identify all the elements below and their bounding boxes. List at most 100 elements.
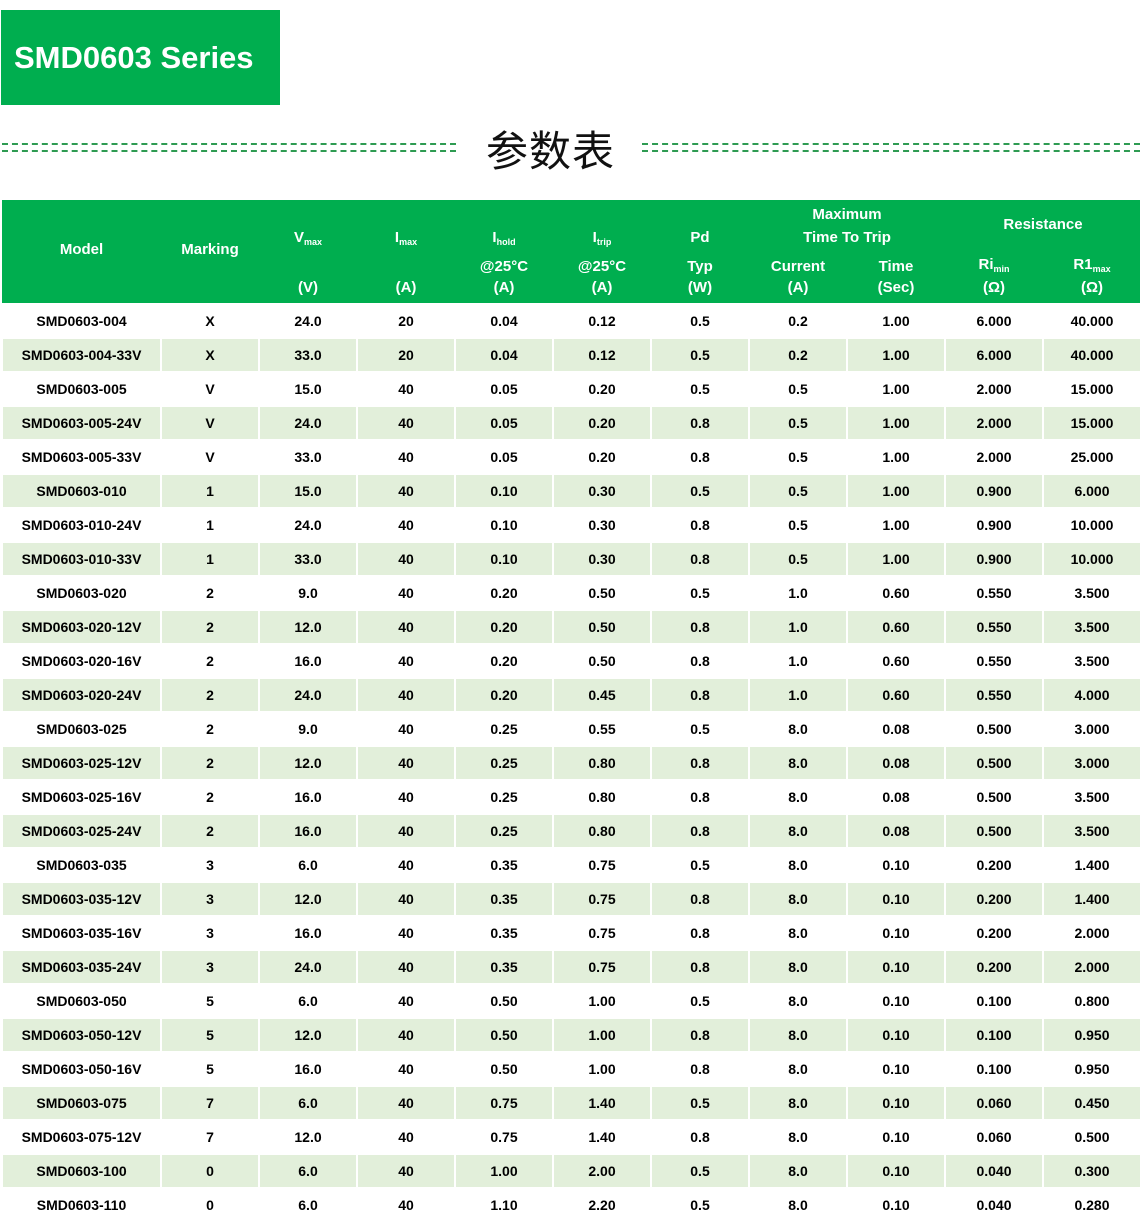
cell-trip-time: 1.00 xyxy=(846,405,946,441)
table-row: SMD0603-010-24V 1 24.0 40 0.10 0.30 0.8 0.5 1.00… xyxy=(1,507,1140,543)
cell-itrip: 1.40 xyxy=(552,1085,652,1121)
cell-itrip: 0.50 xyxy=(552,609,652,645)
cell-pd: 0.5 xyxy=(650,1085,750,1121)
cell-trip-current: 8.0 xyxy=(748,1187,848,1223)
cell-marking: 0 xyxy=(160,1153,260,1189)
cell-itrip: 0.30 xyxy=(552,541,652,577)
cell-vmax: 9.0 xyxy=(258,575,358,611)
cell-marking: 2 xyxy=(160,643,260,679)
cell-model: SMD0603-050-12V xyxy=(1,1017,162,1053)
cell-ri-min: 0.550 xyxy=(944,609,1044,645)
cell-marking: 2 xyxy=(160,711,260,747)
cell-trip-time: 0.10 xyxy=(846,949,946,985)
cell-itrip: 1.40 xyxy=(552,1119,652,1155)
cell-trip-time: 1.00 xyxy=(846,541,946,577)
cell-trip-current: 8.0 xyxy=(748,1085,848,1121)
header-imax-label: Imax xyxy=(394,229,418,247)
table-row: SMD0603-020-24V 2 24.0 40 0.20 0.45 0.8 1.0 0.60… xyxy=(1,677,1140,713)
cell-imax: 40 xyxy=(356,371,456,407)
cell-itrip: 0.50 xyxy=(552,643,652,679)
cell-ihold: 0.50 xyxy=(454,1017,554,1053)
cell-r1-max: 0.500 xyxy=(1042,1119,1140,1155)
cell-trip-current: 8.0 xyxy=(748,745,848,781)
cell-trip-time: 0.10 xyxy=(846,1085,946,1121)
cell-trip-current: 8.0 xyxy=(748,915,848,951)
cell-trip-time: 0.08 xyxy=(846,813,946,849)
cell-ihold: 0.35 xyxy=(454,881,554,917)
cell-pd: 0.5 xyxy=(650,371,750,407)
cell-trip-time: 0.10 xyxy=(846,881,946,917)
cell-r1-max: 0.280 xyxy=(1042,1187,1140,1223)
cell-trip-time: 0.60 xyxy=(846,575,946,611)
cell-trip-time: 0.10 xyxy=(846,1119,946,1155)
cell-vmax: 6.0 xyxy=(258,1187,358,1223)
cell-trip-time: 1.00 xyxy=(846,337,946,373)
cell-imax: 40 xyxy=(356,779,456,815)
cell-model: SMD0603-050 xyxy=(1,983,162,1019)
cell-trip-current: 8.0 xyxy=(748,1119,848,1155)
cell-imax: 40 xyxy=(356,1017,456,1053)
cell-model: SMD0603-100 xyxy=(1,1153,162,1189)
cell-r1-max: 3.500 xyxy=(1042,779,1140,815)
cell-pd: 0.8 xyxy=(650,949,750,985)
cell-ihold: 0.10 xyxy=(454,473,554,509)
cell-pd: 0.8 xyxy=(650,507,750,543)
cell-r1-max: 3.500 xyxy=(1042,575,1140,611)
header-pd-label: Pd xyxy=(690,229,710,246)
cell-r1-max: 0.300 xyxy=(1042,1153,1140,1189)
cell-imax: 40 xyxy=(356,1187,456,1223)
cell-vmax: 24.0 xyxy=(258,677,358,713)
cell-trip-time: 0.60 xyxy=(846,677,946,713)
cell-marking: V xyxy=(160,439,260,475)
cell-ri-min: 0.200 xyxy=(944,915,1044,951)
table-row: SMD0603-005-24V V 24.0 40 0.05 0.20 0.8 0.5 1.00… xyxy=(1,405,1140,441)
cell-ri-min: 0.100 xyxy=(944,1051,1044,1087)
header-marking: Marking xyxy=(161,200,259,304)
cell-pd: 0.8 xyxy=(650,541,750,577)
cell-ri-min: 0.060 xyxy=(944,1085,1044,1121)
cell-ihold: 0.05 xyxy=(454,371,554,407)
cell-model: SMD0603-010 xyxy=(1,473,162,509)
cell-ri-min: 0.100 xyxy=(944,1017,1044,1053)
header-ihold-condition: @25°C xyxy=(479,258,529,275)
cell-vmax: 33.0 xyxy=(258,439,358,475)
cell-trip-current: 0.5 xyxy=(748,473,848,509)
header-ttt-line1: Maximum xyxy=(812,206,882,223)
cell-marking: 1 xyxy=(160,473,260,509)
cell-r1-max: 0.800 xyxy=(1042,983,1140,1019)
cell-ihold: 0.04 xyxy=(454,303,554,339)
cell-marking: 5 xyxy=(160,1017,260,1053)
cell-ri-min: 0.060 xyxy=(944,1119,1044,1155)
cell-r1-max: 1.400 xyxy=(1042,847,1140,883)
cell-trip-current: 8.0 xyxy=(748,813,848,849)
cell-r1-max: 0.950 xyxy=(1042,1051,1140,1087)
cell-imax: 40 xyxy=(356,813,456,849)
table-row: SMD0603-050-16V 5 16.0 40 0.50 1.00 0.8 8.0 0.10… xyxy=(1,1051,1140,1087)
cell-trip-time: 0.10 xyxy=(846,847,946,883)
cell-marking: 0 xyxy=(160,1187,260,1223)
header-vmax-unit: (V) xyxy=(298,279,318,296)
cell-ri-min: 0.200 xyxy=(944,847,1044,883)
cell-imax: 40 xyxy=(356,983,456,1019)
cell-r1-max: 3.000 xyxy=(1042,711,1140,747)
cell-imax: 40 xyxy=(356,405,456,441)
cell-trip-time: 1.00 xyxy=(846,439,946,475)
cell-marking: 2 xyxy=(160,779,260,815)
decorative-dashed-rule-left xyxy=(2,141,456,153)
cell-imax: 40 xyxy=(356,881,456,917)
header-ihold-unit: (A) xyxy=(493,279,515,296)
cell-r1-max: 2.000 xyxy=(1042,915,1140,951)
header-imax: Imax (A) xyxy=(357,200,455,304)
cell-vmax: 9.0 xyxy=(258,711,358,747)
cell-itrip: 0.75 xyxy=(552,949,652,985)
cell-r1-max: 2.000 xyxy=(1042,949,1140,985)
cell-trip-time: 1.00 xyxy=(846,473,946,509)
cell-imax: 40 xyxy=(356,473,456,509)
cell-marking: 3 xyxy=(160,915,260,951)
cell-model: SMD0603-005 xyxy=(1,371,162,407)
cell-ri-min: 0.500 xyxy=(944,711,1044,747)
cell-model: SMD0603-025-12V xyxy=(1,745,162,781)
cell-imax: 40 xyxy=(356,575,456,611)
cell-pd: 0.8 xyxy=(650,677,750,713)
cell-imax: 40 xyxy=(356,1153,456,1189)
